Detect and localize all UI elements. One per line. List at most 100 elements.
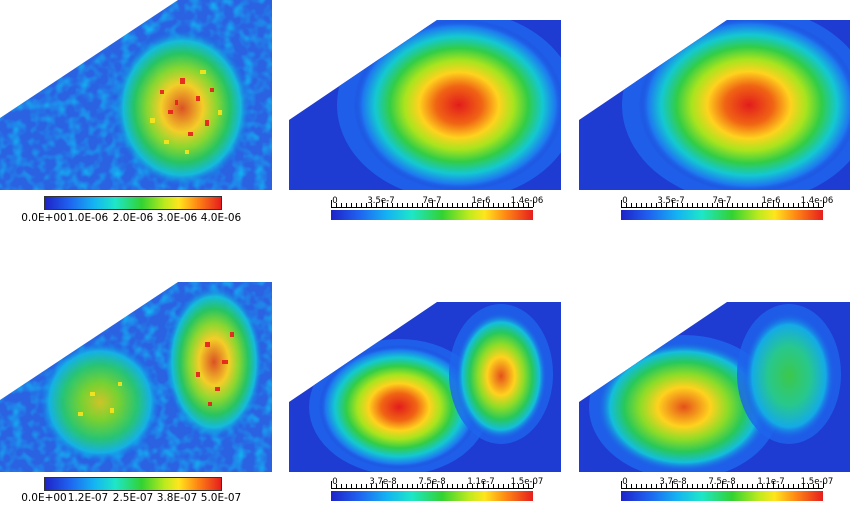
ruler-tick — [442, 484, 444, 488]
ruler-tick — [351, 203, 353, 207]
ruler-tick — [346, 203, 348, 207]
ruler-tick — [512, 203, 514, 207]
ruler-tick — [331, 481, 332, 488]
colorbar-smooth-top-1: 0 3.5e-7 7e-7 1e-6 1.4e-06 — [289, 196, 561, 226]
ruler-tick — [777, 484, 779, 488]
ruler-tick — [823, 481, 824, 488]
ruler-tick — [722, 200, 723, 207]
tick-label: 1.4e-06 — [510, 196, 544, 206]
ruler-tick — [727, 203, 729, 207]
ruler-tick — [802, 484, 804, 488]
ruler-tick — [696, 484, 698, 488]
ruler-tick — [396, 203, 398, 207]
ruler-tick — [482, 200, 484, 207]
ruler-tick — [432, 200, 433, 207]
tick-label: 7e-7 — [422, 196, 442, 206]
ruler-tick — [722, 481, 723, 488]
ruler-tick — [757, 203, 759, 207]
tick-label: 7.5e-8 — [708, 477, 736, 487]
ruler-tick — [522, 484, 524, 488]
tick-label: 7.5e-8 — [418, 477, 446, 487]
ruler-tick — [807, 203, 809, 207]
ruler-tick — [341, 484, 343, 488]
colorbar-ruler — [621, 200, 824, 208]
ruler-tick — [477, 484, 479, 488]
ruler-tick — [406, 484, 408, 488]
tick-label: 3.5e-7 — [367, 196, 395, 206]
tick-label: 1.1e-7 — [757, 477, 785, 487]
ruler-tick — [651, 203, 653, 207]
ruler-tick — [792, 484, 794, 488]
ruler-tick — [406, 203, 408, 207]
ruler-tick — [812, 203, 814, 207]
ruler-tick — [497, 484, 499, 488]
ruler-tick — [711, 203, 713, 207]
tick-label: 3.0E-06 — [156, 212, 198, 224]
ruler-tick — [706, 484, 708, 488]
ruler-tick — [386, 484, 388, 488]
noisy-field-panel-top — [0, 0, 272, 190]
colorbar-smooth-top-2: 0 3.5e-7 7e-7 1e-6 1.4e-06 — [579, 196, 850, 226]
colorbar-ruler — [621, 481, 824, 489]
smooth-field-panel-bottom-1 — [289, 302, 561, 472]
tick-label: 7e-7 — [712, 196, 732, 206]
colorbar-gradient — [621, 210, 823, 220]
ruler-tick — [701, 484, 703, 488]
ruler-tick — [336, 203, 338, 207]
colorbar-ruler — [331, 481, 534, 489]
ruler-tick — [772, 200, 774, 207]
ruler-tick — [376, 203, 378, 207]
ruler-tick — [646, 203, 648, 207]
ruler-tick — [457, 203, 459, 207]
colorbar-smooth-bottom-1: 0 3.7e-8 7.5e-8 1.1e-7 1.5e-07 — [289, 477, 561, 507]
ruler-tick — [696, 203, 698, 207]
noisy-field-panel-bottom — [0, 282, 272, 472]
ruler-tick — [396, 484, 398, 488]
ruler-tick — [497, 203, 499, 207]
tick-label: 1.0E-06 — [67, 212, 109, 224]
ruler-tick — [812, 484, 814, 488]
ruler-tick — [661, 203, 663, 207]
ruler-tick — [411, 484, 413, 488]
ruler-tick — [747, 203, 749, 207]
ruler-tick — [391, 203, 393, 207]
ruler-tick — [666, 484, 668, 488]
ruler-tick — [361, 484, 363, 488]
ruler-tick — [502, 484, 504, 488]
ruler-tick — [527, 484, 529, 488]
ruler-tick — [641, 484, 643, 488]
ruler-tick — [691, 484, 693, 488]
ruler-tick — [626, 203, 628, 207]
colorbar-noisy-top: 0.0E+00 1.0E-06 2.0E-06 3.0E-06 4.0E-06 — [0, 196, 272, 226]
colorbar-smooth-bottom-2: 0 3.7e-8 7.5e-8 1.1e-7 1.5e-07 — [579, 477, 850, 507]
ruler-tick — [757, 484, 759, 488]
ruler-tick — [792, 203, 794, 207]
ruler-tick — [507, 484, 509, 488]
ruler-tick — [787, 203, 789, 207]
ruler-tick — [732, 203, 734, 207]
ruler-tick — [371, 484, 373, 488]
ruler-tick — [401, 484, 403, 488]
ruler-tick — [706, 203, 708, 207]
ruler-tick — [462, 484, 464, 488]
ruler-tick — [742, 203, 744, 207]
ruler-tick — [691, 203, 693, 207]
tick-label: 3.8E-07 — [156, 492, 198, 504]
ruler-tick — [656, 203, 658, 207]
colorbar-ruler — [331, 200, 534, 208]
ruler-tick — [666, 203, 668, 207]
ruler-tick — [437, 203, 439, 207]
ruler-tick — [533, 481, 534, 488]
ruler-tick — [661, 484, 663, 488]
smooth-field-panel-top-1 — [289, 20, 561, 190]
tick-label: 2.5E-07 — [112, 492, 154, 504]
ruler-tick — [636, 203, 638, 207]
ruler-tick — [646, 484, 648, 488]
tick-label: 0 — [332, 196, 338, 206]
ruler-tick — [467, 484, 469, 488]
ruler-tick — [416, 203, 418, 207]
ruler-tick — [341, 203, 343, 207]
tick-label: 1.4e-06 — [800, 196, 834, 206]
ruler-tick — [447, 484, 449, 488]
smooth-field-panel-top-2 — [579, 20, 850, 190]
